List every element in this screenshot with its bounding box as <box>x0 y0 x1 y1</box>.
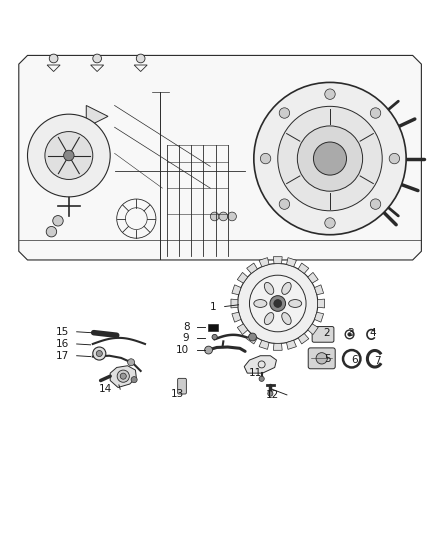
Text: 8: 8 <box>183 322 189 333</box>
Polygon shape <box>232 312 241 322</box>
Circle shape <box>120 373 126 379</box>
Circle shape <box>259 376 264 382</box>
Polygon shape <box>314 312 324 322</box>
Circle shape <box>205 346 212 354</box>
Polygon shape <box>259 257 269 266</box>
Polygon shape <box>110 366 136 387</box>
Polygon shape <box>286 340 297 349</box>
Circle shape <box>389 154 399 164</box>
Text: 9: 9 <box>183 333 189 343</box>
Circle shape <box>274 300 282 308</box>
Circle shape <box>96 351 102 357</box>
Circle shape <box>93 54 102 63</box>
Text: 10: 10 <box>176 345 189 355</box>
FancyBboxPatch shape <box>308 348 335 369</box>
Polygon shape <box>308 272 318 283</box>
Text: 16: 16 <box>56 339 69 349</box>
Text: 15: 15 <box>56 327 69 337</box>
Polygon shape <box>237 272 248 283</box>
Circle shape <box>370 199 381 209</box>
Polygon shape <box>314 285 324 295</box>
Circle shape <box>279 199 290 209</box>
Circle shape <box>348 333 351 336</box>
Circle shape <box>127 359 134 366</box>
Circle shape <box>117 370 129 382</box>
Polygon shape <box>86 106 108 127</box>
Polygon shape <box>273 343 282 350</box>
Text: 12: 12 <box>266 390 279 400</box>
Polygon shape <box>19 55 421 260</box>
Polygon shape <box>298 334 309 344</box>
Text: 3: 3 <box>347 328 354 338</box>
Text: 2: 2 <box>323 328 330 338</box>
Polygon shape <box>247 334 258 344</box>
Circle shape <box>297 126 363 191</box>
Ellipse shape <box>254 300 267 308</box>
Circle shape <box>28 114 110 197</box>
Circle shape <box>210 212 219 221</box>
Polygon shape <box>318 299 325 308</box>
Polygon shape <box>308 324 318 335</box>
FancyBboxPatch shape <box>178 378 186 394</box>
Ellipse shape <box>282 312 291 325</box>
Circle shape <box>219 212 228 221</box>
Ellipse shape <box>289 300 302 308</box>
Circle shape <box>93 347 106 360</box>
Polygon shape <box>244 356 276 373</box>
Circle shape <box>279 108 290 118</box>
Circle shape <box>64 150 74 161</box>
Circle shape <box>268 391 273 396</box>
Polygon shape <box>232 285 241 295</box>
Polygon shape <box>259 340 269 349</box>
Polygon shape <box>273 257 282 264</box>
Ellipse shape <box>282 282 291 294</box>
Circle shape <box>238 263 318 344</box>
Polygon shape <box>298 263 309 273</box>
Circle shape <box>316 353 327 364</box>
Bar <box>208 324 218 331</box>
Circle shape <box>53 215 63 226</box>
Circle shape <box>212 334 217 340</box>
Text: 5: 5 <box>325 354 331 364</box>
Text: 1: 1 <box>210 302 217 312</box>
Circle shape <box>45 132 93 180</box>
Polygon shape <box>286 257 297 266</box>
Circle shape <box>250 275 306 332</box>
Circle shape <box>254 83 406 235</box>
Ellipse shape <box>265 312 274 325</box>
Circle shape <box>131 377 137 383</box>
Circle shape <box>270 296 286 311</box>
Circle shape <box>325 218 335 228</box>
Text: 11: 11 <box>249 368 262 378</box>
Circle shape <box>249 333 256 341</box>
Circle shape <box>260 154 271 164</box>
Ellipse shape <box>265 282 274 294</box>
Text: 4: 4 <box>369 328 376 338</box>
Circle shape <box>36 166 45 175</box>
Circle shape <box>278 107 382 211</box>
Circle shape <box>314 142 346 175</box>
Circle shape <box>49 54 58 63</box>
FancyBboxPatch shape <box>312 327 334 342</box>
Circle shape <box>228 212 237 221</box>
Polygon shape <box>247 263 258 273</box>
Circle shape <box>325 89 335 99</box>
Circle shape <box>136 54 145 63</box>
Circle shape <box>46 227 57 237</box>
Polygon shape <box>237 324 248 335</box>
Text: 7: 7 <box>374 357 381 366</box>
Circle shape <box>370 108 381 118</box>
Text: 17: 17 <box>56 351 69 361</box>
Text: 13: 13 <box>171 389 184 399</box>
Text: 6: 6 <box>352 355 358 365</box>
Polygon shape <box>231 299 238 308</box>
Text: 14: 14 <box>99 384 113 394</box>
